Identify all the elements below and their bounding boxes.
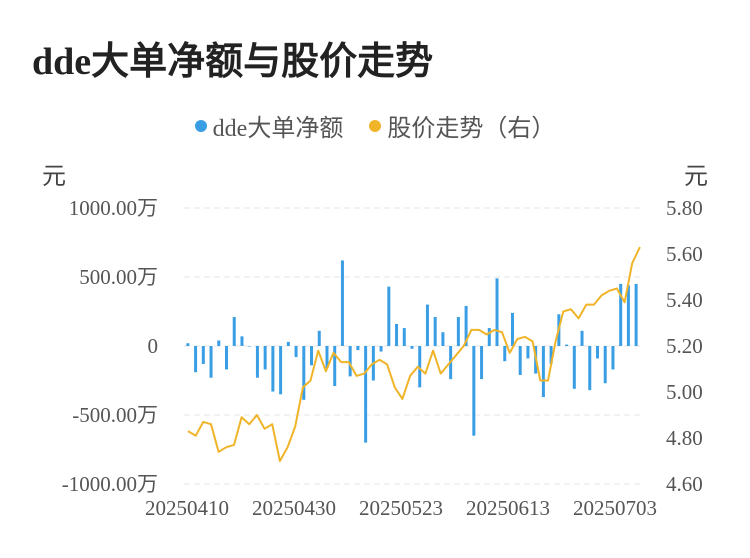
bar [626,285,630,346]
x-tick-label: 20250410 [145,496,229,520]
bar [240,336,244,346]
legend-label-dde: dde大单净额 [212,116,344,142]
x-tick-label: 20250430 [252,496,336,520]
bar [186,343,190,346]
right-tick-label: 5.60 [666,242,703,266]
right-tick-label: 5.20 [666,334,703,358]
bar [464,305,468,346]
bar [572,346,576,389]
legend-label-price: 股价走势（右） [387,116,556,142]
price-line [187,246,641,462]
bar [217,340,221,346]
left-axis-unit: 元 [42,164,66,190]
bar [364,346,368,443]
legend-dot-dde [194,119,207,132]
legend: dde大单净额 股价走势（右） [0,108,750,143]
bar [387,286,391,346]
bar [611,346,615,370]
bar [302,346,306,400]
bar [294,346,298,358]
left-tick-label: 500.00万 [79,265,158,289]
bar [441,332,445,346]
right-tick-label: 4.60 [666,472,703,496]
left-tick-label: -1000.00万 [62,472,158,496]
bar [480,346,484,380]
bar [588,346,592,391]
bar [503,346,507,362]
legend-item-price[interactable]: 股价走势（右） [369,108,555,143]
bar [472,346,476,436]
bar [317,330,321,346]
bar [279,346,283,395]
right-tick-label: 5.40 [666,288,703,312]
bar [286,341,290,346]
bar [379,346,383,352]
line-series [187,246,641,462]
right-tick-label: 5.00 [666,380,703,404]
bar [425,304,429,346]
bar [603,346,607,384]
right-axis-unit: 元 [684,164,708,190]
left-tick-label: 1000.00万 [69,196,158,220]
bar [194,346,198,373]
chart-title: dde大单净额与股价走势 [32,41,434,83]
bar [333,346,337,387]
bar [402,328,406,346]
bar [395,323,399,346]
bar [340,260,344,346]
left-tick-label: -500.00万 [72,403,158,427]
bar [518,346,522,375]
bar [487,328,491,346]
bar [634,283,638,346]
bar [209,346,213,378]
bar [549,346,553,364]
bar [310,346,314,366]
bar [580,330,584,346]
bar [325,346,329,369]
bar [248,346,252,347]
bar [565,344,569,346]
bar [225,346,229,370]
bar [410,346,414,349]
bar [232,317,236,346]
right-tick-label: 5.80 [666,196,703,220]
bar [356,346,360,351]
bar [541,346,545,398]
bar [595,346,599,359]
right-tick-label: 4.80 [666,426,703,450]
bar [526,346,530,359]
x-tick-label: 20250523 [359,496,443,520]
bar [263,346,267,370]
grid-lines [184,207,640,485]
bar [201,346,205,364]
bar [433,317,437,346]
bar [510,312,514,346]
legend-item-dde[interactable]: dde大单净额 [194,108,344,143]
left-axis: 1000.00万 500.00万 0 -500.00万 -1000.00万 [62,196,158,496]
right-axis: 5.80 5.60 5.40 5.20 5.00 4.80 4.60 [666,196,703,496]
bar [619,283,623,346]
x-axis: 20250410 20250430 20250523 20250613 20250703 [145,496,657,520]
legend-dot-price [369,119,382,132]
x-tick-label: 20250703 [573,496,657,520]
x-tick-label: 20250613 [466,496,550,520]
bar [418,346,422,388]
bar [271,346,275,392]
bar [495,278,499,346]
bar [348,346,352,377]
left-tick-label: 0 [148,334,159,358]
bar [456,317,460,346]
bar [255,346,259,378]
